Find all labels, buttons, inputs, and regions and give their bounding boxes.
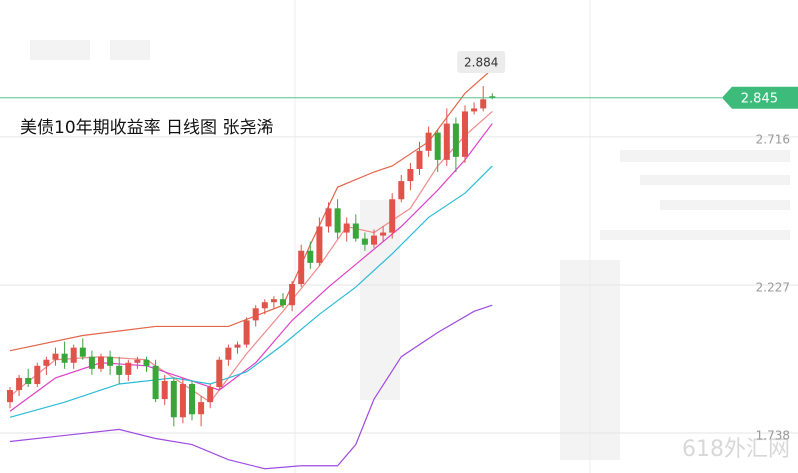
- candle-body: [243, 320, 250, 345]
- max-label-box: [457, 51, 506, 73]
- candle-body: [425, 132, 432, 151]
- candle-body: [307, 250, 314, 263]
- candle-body: [289, 284, 296, 306]
- candle-body: [471, 108, 478, 112]
- indicator-line: [9, 68, 493, 352]
- indicator-line: [9, 304, 493, 470]
- candle-body: [98, 356, 104, 369]
- candle-body: [443, 123, 450, 160]
- y-tick-label: 2.227: [756, 280, 790, 294]
- candle-body: [225, 347, 232, 360]
- candle-body: [343, 223, 350, 233]
- watermark: 618外汇网: [682, 437, 790, 462]
- candle-body: [152, 365, 159, 400]
- candle-body: [52, 353, 59, 360]
- last-price-label: 2.845: [741, 91, 778, 106]
- candle-body: [43, 359, 50, 366]
- max-label: 2.884: [464, 56, 498, 70]
- candle-body: [489, 96, 496, 98]
- candle-body: [34, 365, 41, 384]
- candle-body: [316, 226, 323, 263]
- indicator-line: [9, 165, 493, 418]
- last-price-tag: [722, 86, 798, 109]
- candle-body: [480, 99, 487, 109]
- candle-body: [207, 387, 214, 403]
- candle-body: [70, 347, 77, 363]
- candle-body: [179, 383, 186, 418]
- candle-body: [434, 132, 441, 160]
- candle-body: [416, 150, 423, 169]
- candle-body: [79, 347, 86, 357]
- candle-body: [198, 402, 205, 415]
- candle-body: [389, 199, 396, 233]
- candle-body: [170, 380, 177, 418]
- y-tick-label: 2.716: [756, 132, 790, 146]
- background-decor: [30, 40, 790, 460]
- candle-body: [352, 223, 359, 239]
- candle-body: [161, 380, 168, 400]
- candle-body: [407, 168, 414, 182]
- candle-body: [134, 359, 141, 363]
- candle-body: [7, 390, 13, 403]
- candle-body: [189, 383, 195, 415]
- candle-body: [125, 362, 132, 375]
- candle-body: [88, 356, 95, 369]
- candle-body: [116, 365, 123, 375]
- candle-body: [462, 111, 468, 157]
- candle-body: [261, 302, 268, 309]
- candle-body: [16, 377, 23, 391]
- candle-body: [25, 377, 32, 384]
- candle-body: [452, 123, 459, 157]
- candle-body: [234, 344, 241, 348]
- candle-body: [361, 238, 368, 245]
- candle-body: [252, 308, 259, 321]
- candle-body: [325, 208, 332, 227]
- candle-body: [398, 181, 405, 200]
- indicator-line: [9, 110, 493, 403]
- candle-body: [216, 359, 223, 387]
- chart-title: 美债10年期收益率 日线图 张尧浠: [20, 118, 273, 138]
- candle-body: [61, 353, 68, 363]
- candle-body: [334, 208, 341, 233]
- candle-body: [143, 359, 150, 366]
- candle-body: [280, 299, 286, 306]
- y-tick-label: 1.738: [756, 429, 790, 443]
- candle-body: [107, 356, 114, 366]
- candle-body: [270, 299, 277, 303]
- candle-body: [298, 250, 305, 285]
- candle-body: [371, 235, 377, 245]
- candle-body: [380, 232, 387, 236]
